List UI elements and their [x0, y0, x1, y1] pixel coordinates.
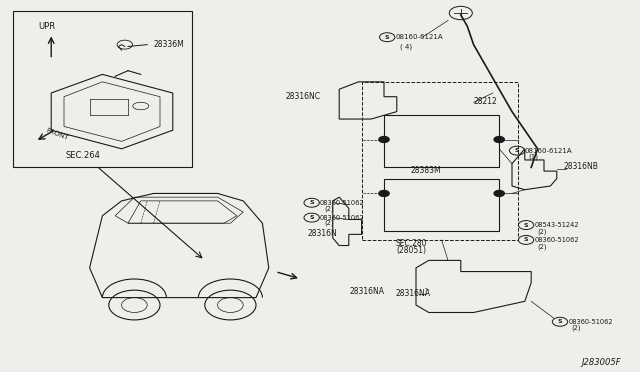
- Text: 28316N: 28316N: [307, 229, 337, 238]
- Text: 28316NC: 28316NC: [285, 92, 320, 100]
- Circle shape: [494, 190, 504, 196]
- Text: FRONT: FRONT: [45, 127, 69, 141]
- Text: 08360-51062: 08360-51062: [320, 215, 365, 221]
- Text: S: S: [385, 35, 390, 40]
- Text: (2): (2): [324, 205, 334, 212]
- Text: 08160-6121A: 08160-6121A: [396, 34, 443, 40]
- Bar: [362, 82, 518, 240]
- Text: (1): (1): [528, 154, 538, 160]
- Bar: [13, 11, 192, 167]
- Text: 08160-6121A: 08160-6121A: [525, 148, 572, 154]
- Text: S: S: [524, 222, 529, 228]
- Text: 08360-51062: 08360-51062: [320, 200, 365, 206]
- Text: S: S: [515, 148, 520, 153]
- Text: J283005F: J283005F: [581, 357, 621, 366]
- Text: 28336M: 28336M: [154, 40, 184, 49]
- Text: UPR: UPR: [38, 22, 56, 31]
- Text: (28051): (28051): [397, 246, 426, 255]
- Text: 28316NA: 28316NA: [349, 287, 384, 296]
- Text: 28383M: 28383M: [410, 166, 441, 175]
- Text: SEC.280: SEC.280: [396, 238, 428, 247]
- Text: S: S: [557, 319, 563, 324]
- Text: (2): (2): [572, 325, 581, 331]
- Text: (2): (2): [538, 228, 547, 235]
- Circle shape: [494, 137, 504, 142]
- Text: S: S: [309, 200, 314, 205]
- Bar: [384, 115, 499, 167]
- Text: S: S: [309, 215, 314, 220]
- Text: S: S: [524, 237, 529, 243]
- Circle shape: [379, 190, 389, 196]
- Text: (2): (2): [324, 220, 334, 227]
- Text: 28212: 28212: [474, 97, 497, 106]
- Text: ( 4): ( 4): [400, 43, 412, 50]
- Text: SEC.264: SEC.264: [66, 151, 100, 160]
- Text: 08543-51242: 08543-51242: [534, 222, 579, 228]
- Bar: [384, 179, 499, 231]
- Text: 28316NA: 28316NA: [396, 289, 431, 298]
- Text: 08360-51062: 08360-51062: [534, 237, 579, 243]
- Text: 08360-51062: 08360-51062: [568, 319, 613, 325]
- Text: 28316NB: 28316NB: [563, 162, 598, 171]
- Text: (2): (2): [538, 243, 547, 250]
- Circle shape: [379, 137, 389, 142]
